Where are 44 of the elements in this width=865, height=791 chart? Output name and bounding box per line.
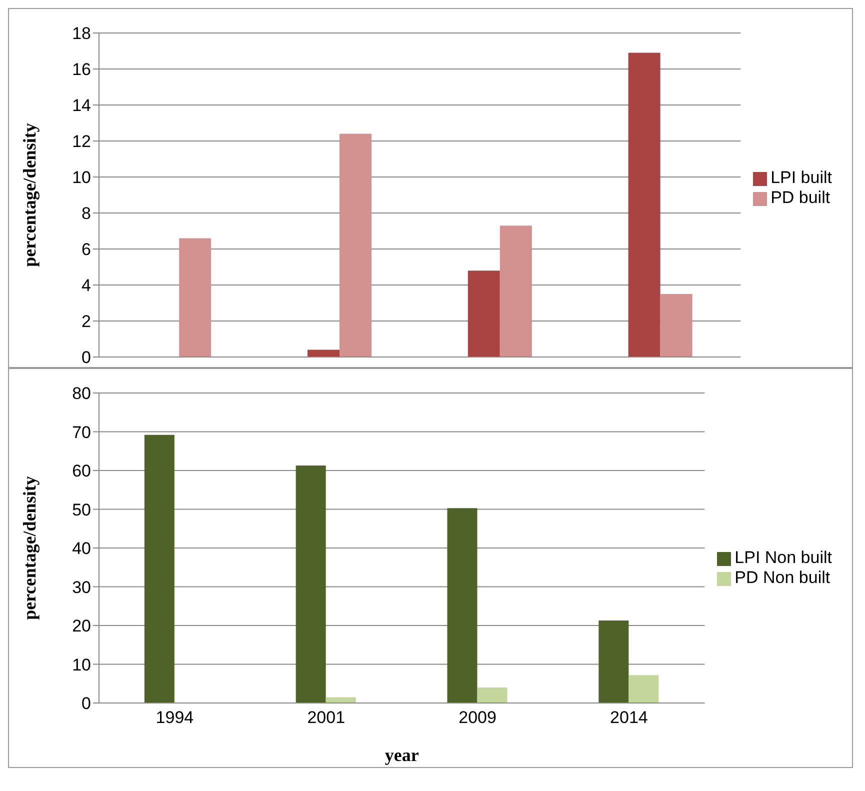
y-tick-label: 60 xyxy=(72,462,91,481)
x-tick-label: 2014 xyxy=(610,708,648,728)
y-tick-label: 0 xyxy=(82,348,91,368)
legend-label: LPI built xyxy=(770,168,832,187)
bar xyxy=(598,620,629,703)
bar xyxy=(447,508,478,703)
y-tick-label: 30 xyxy=(72,578,91,597)
bar xyxy=(179,238,212,357)
x-tick-label: 1994 xyxy=(156,708,194,728)
bar xyxy=(340,134,372,357)
y-tick-label: 8 xyxy=(82,204,91,224)
y-tick-label: 6 xyxy=(82,240,91,260)
legend-label: PD Non built xyxy=(734,568,830,587)
y-tick-label: 10 xyxy=(72,655,91,674)
bar xyxy=(628,675,659,703)
bar xyxy=(468,270,500,357)
bar xyxy=(296,465,326,703)
x-tick-label: 2001 xyxy=(307,708,346,728)
bar xyxy=(308,350,340,357)
bar xyxy=(144,434,174,703)
bar xyxy=(477,688,508,703)
bar xyxy=(660,294,692,357)
legend-label: LPI Non built xyxy=(734,548,832,567)
y-tick-label: 10 xyxy=(72,168,91,188)
y-tick-label: 18 xyxy=(72,24,91,44)
x-axis-title: year xyxy=(384,745,419,765)
y-tick-label: 4 xyxy=(82,276,91,296)
legend-label: PD built xyxy=(770,188,830,207)
y-tick-label: 14 xyxy=(72,96,91,116)
y-tick-label: 2 xyxy=(82,312,91,332)
bar xyxy=(500,226,532,357)
y-tick-label: 0 xyxy=(82,694,91,714)
y-tick-label: 50 xyxy=(72,500,91,520)
y-tick-label: 12 xyxy=(72,132,91,152)
bar xyxy=(326,697,356,703)
y-axis-title: percentage/density xyxy=(19,476,40,620)
y-tick-label: 80 xyxy=(72,384,91,404)
y-tick-label: 16 xyxy=(72,60,91,80)
y-tick-label: 70 xyxy=(72,422,91,442)
y-tick-label: 40 xyxy=(72,539,91,558)
x-tick-label: 2009 xyxy=(458,708,496,728)
bar xyxy=(628,52,660,357)
y-tick-label: 20 xyxy=(72,616,91,636)
y-axis-title: percentage/density xyxy=(19,123,40,267)
